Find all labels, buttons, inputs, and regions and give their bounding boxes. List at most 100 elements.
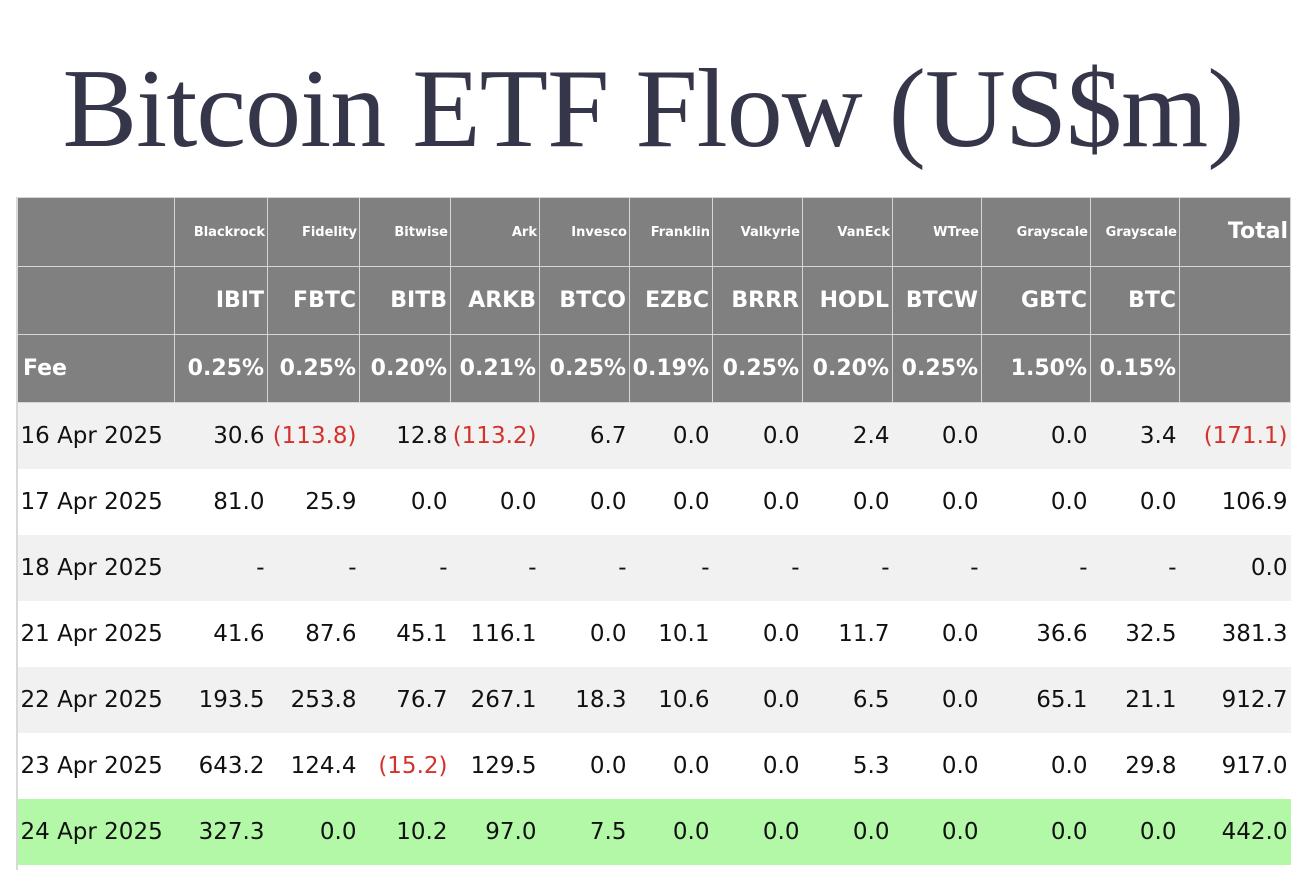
ticker-header: BRRR: [712, 266, 803, 335]
flow-value-cell: 0.0: [892, 667, 982, 733]
row-date: 23 Apr 2025: [16, 733, 175, 799]
issuer-header: Grayscale: [981, 197, 1091, 267]
flow-value-cell: 29.8: [1090, 733, 1180, 799]
issuer-header: Bitwise: [359, 197, 451, 267]
flow-value-cell: (15.2): [359, 733, 451, 799]
flow-value-cell: -: [629, 535, 713, 601]
flow-value-cell: 0.0: [981, 469, 1091, 535]
flow-value-cell: -: [267, 535, 360, 601]
flow-value-cell: 5.3: [802, 733, 893, 799]
flow-value-cell: 2.4: [802, 402, 893, 469]
flow-value-cell: 97.0: [450, 799, 540, 865]
row-total-cell: 442.0: [1179, 799, 1291, 865]
fee-value: 0.25%: [267, 334, 360, 403]
flow-value-cell: 193.5: [174, 667, 268, 733]
flow-value-cell: 45.1: [359, 601, 451, 667]
issuer-header: VanEck: [802, 197, 893, 267]
flow-value-cell: 0.0: [892, 601, 982, 667]
row-total-cell: 917.0: [1179, 733, 1291, 799]
flow-value-cell: 0.0: [981, 733, 1091, 799]
fee-value: 0.25%: [539, 334, 630, 403]
fee-value: 0.20%: [802, 334, 893, 403]
table-row: 21 Apr 2025 41.6 87.6 45.1 116.1 0.0 10.1 0.0 11…: [16, 601, 1291, 667]
row-total-cell: (171.1): [1179, 402, 1291, 469]
ticker-corner-cell: [16, 266, 175, 335]
row-total-cell: 381.3: [1179, 601, 1291, 667]
ticker-total-cell: [1179, 266, 1291, 335]
fee-value: 0.20%: [359, 334, 451, 403]
flow-value-cell: 12.8: [359, 402, 451, 469]
fee-value: 0.25%: [892, 334, 982, 403]
flow-value-cell: 3.4: [1090, 402, 1180, 469]
flow-value-cell: 0.0: [267, 799, 360, 865]
ticker-header: BTC: [1090, 266, 1180, 335]
fee-value: 0.21%: [450, 334, 540, 403]
issuer-header: Valkyrie: [712, 197, 803, 267]
ticker-header: EZBC: [629, 266, 713, 335]
flow-value-cell: 0.0: [539, 601, 630, 667]
flow-value-cell: 0.0: [981, 402, 1091, 469]
flow-value-cell: 6.7: [539, 402, 630, 469]
flow-value-cell: 0.0: [712, 799, 803, 865]
flow-value-cell: 0.0: [629, 799, 713, 865]
flow-value-cell: 41.6: [174, 601, 268, 667]
flow-value-cell: -: [359, 535, 451, 601]
flow-value-cell: 267.1: [450, 667, 540, 733]
flow-value-cell: 30.6: [174, 402, 268, 469]
flow-value-cell: -: [174, 535, 268, 601]
flow-value-cell: 116.1: [450, 601, 540, 667]
flow-value-cell: 0.0: [712, 402, 803, 469]
flow-value-cell: -: [539, 535, 630, 601]
fee-value: 0.19%: [629, 334, 713, 403]
ticker-header: FBTC: [267, 266, 360, 335]
flow-value-cell: 7.5: [539, 799, 630, 865]
row-date: 24 Apr 2025: [16, 799, 175, 865]
flow-value-cell: 253.8: [267, 667, 360, 733]
flow-value-cell: -: [1090, 535, 1180, 601]
flow-value-cell: 0.0: [712, 667, 803, 733]
ticker-header: IBIT: [174, 266, 268, 335]
flow-value-cell: 0.0: [1090, 469, 1180, 535]
flow-value-cell: 0.0: [802, 469, 893, 535]
issuer-header: WTree: [892, 197, 982, 267]
etf-flow-table: Blackrock Fidelity Bitwise Ark Invesco F…: [16, 197, 1291, 865]
flow-value-cell: 0.0: [539, 733, 630, 799]
ticker-header: ARKB: [450, 266, 540, 335]
issuer-header: Franklin: [629, 197, 713, 267]
issuer-header: Invesco: [539, 197, 630, 267]
flow-value-cell: 0.0: [450, 469, 540, 535]
flow-value-cell: (113.8): [267, 402, 360, 469]
row-date: 17 Apr 2025: [16, 469, 175, 535]
flow-value-cell: 643.2: [174, 733, 268, 799]
fee-value: 0.15%: [1090, 334, 1180, 403]
table-row: 18 Apr 2025- - - - - - - - - - -0.0: [16, 535, 1291, 601]
ticker-header: BITB: [359, 266, 451, 335]
table-row: 22 Apr 2025 193.5 253.8 76.7 267.1 18.3 10.6 0.…: [16, 667, 1291, 733]
flow-value-cell: 32.5: [1090, 601, 1180, 667]
row-date: 21 Apr 2025: [16, 601, 175, 667]
flow-value-cell: 10.2: [359, 799, 451, 865]
fee-label: Fee: [16, 334, 175, 403]
flow-value-cell: 0.0: [629, 402, 713, 469]
fee-total-cell: [1179, 334, 1291, 403]
table-row: 16 Apr 2025 30.6 (113.8) 12.8 (113.2) 6.7 0.0 0…: [16, 402, 1291, 469]
table-left-border: [16, 197, 18, 870]
flow-value-cell: 10.1: [629, 601, 713, 667]
row-total-cell: 106.9: [1179, 469, 1291, 535]
row-total-cell: 0.0: [1179, 535, 1291, 601]
flow-value-cell: 129.5: [450, 733, 540, 799]
flow-value-cell: -: [892, 535, 982, 601]
flow-value-cell: 65.1: [981, 667, 1091, 733]
issuer-header: Fidelity: [267, 197, 360, 267]
flow-value-cell: 87.6: [267, 601, 360, 667]
flow-value-cell: 0.0: [892, 799, 982, 865]
flow-value-cell: -: [450, 535, 540, 601]
flow-value-cell: 0.0: [802, 799, 893, 865]
flow-value-cell: 10.6: [629, 667, 713, 733]
row-date: 16 Apr 2025: [16, 402, 175, 469]
flow-value-cell: 81.0: [174, 469, 268, 535]
flow-value-cell: 0.0: [1090, 799, 1180, 865]
table-row: 24 Apr 2025 327.3 0.0 10.2 97.0 7.5 0.0 0.0 0.0 0…: [16, 799, 1291, 865]
flow-value-cell: 0.0: [629, 469, 713, 535]
fee-value: 1.50%: [981, 334, 1091, 403]
